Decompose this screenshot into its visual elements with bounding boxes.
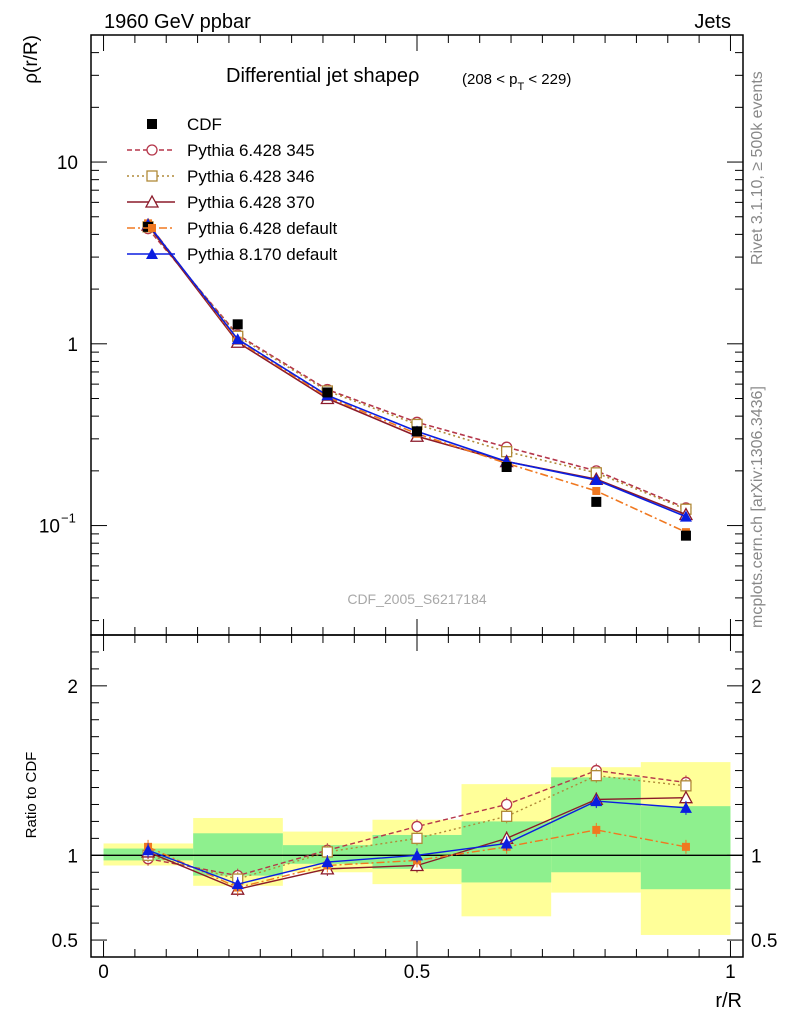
series-marker bbox=[590, 474, 603, 486]
ratio-series-marker bbox=[590, 770, 602, 782]
ratio-y-tick-label-right: 2 bbox=[751, 677, 762, 698]
ratio-series-marker bbox=[500, 810, 513, 822]
x-axis-label: r/R bbox=[715, 990, 742, 1012]
ratio-series-marker bbox=[142, 844, 155, 856]
legend-marker bbox=[146, 248, 158, 259]
series-marker bbox=[592, 486, 601, 495]
ratio-series-marker bbox=[679, 801, 692, 813]
series-line bbox=[147, 223, 687, 518]
ratio-series-marker bbox=[680, 780, 692, 792]
x-tick-label: 0.5 bbox=[404, 962, 430, 983]
data-point bbox=[412, 426, 422, 437]
legend-label: Pythia 6.428 default bbox=[187, 219, 338, 238]
side-label-rivet: Rivet 3.1.10, ≥ 500k events bbox=[749, 71, 766, 265]
ratio-series-marker bbox=[590, 795, 603, 807]
legend: CDF Pythia 6.428 345 Pythia 6.428 346 Pythi… bbox=[127, 115, 338, 264]
legend-label: Pythia 6.428 346 bbox=[187, 167, 315, 186]
y-tick-label: 1 bbox=[67, 335, 78, 356]
legend-marker bbox=[148, 224, 156, 232]
series-line bbox=[147, 226, 687, 510]
x-tick-label: 1 bbox=[725, 962, 736, 983]
data-point bbox=[680, 530, 691, 541]
legend-marker bbox=[146, 144, 158, 156]
header-right: Jets bbox=[694, 11, 731, 33]
y-tick-label: 10 bbox=[39, 517, 60, 538]
main-y-axis-label: ρ(r/R) bbox=[21, 35, 42, 84]
data-point bbox=[322, 387, 333, 398]
ratio-series-marker bbox=[411, 832, 423, 845]
ratio-series-marker bbox=[500, 837, 513, 849]
x-tick-label: 0 bbox=[98, 962, 109, 983]
ratio-y-axis-label: Ratio to CDF bbox=[23, 752, 40, 839]
ratio-y-tick-label-right: 0.5 bbox=[751, 931, 777, 952]
data-point bbox=[501, 462, 512, 473]
legend-label: CDF bbox=[187, 115, 222, 134]
side-label-mcplots: mcplots.cern.ch [arXiv:1306.3436] bbox=[749, 386, 766, 628]
ratio-series-marker bbox=[321, 856, 334, 868]
ratio-series-marker bbox=[681, 842, 690, 851]
series-line bbox=[147, 228, 687, 509]
header-left: 1960 GeV ppbar bbox=[104, 11, 251, 33]
data-point bbox=[591, 496, 602, 507]
series-marker bbox=[679, 510, 692, 522]
ratio-y-tick-label: 1 bbox=[67, 846, 78, 867]
watermark-analysis-id: CDF_2005_S6217184 bbox=[347, 591, 487, 607]
legend-label: Pythia 6.428 345 bbox=[187, 141, 315, 160]
main-title: Differential jet shapeρ bbox=[226, 65, 419, 87]
ratio-panel: 0.5 0.5 1 1 2 2 0 0.5 1 Ratio to CDF r/R bbox=[23, 634, 777, 1012]
series-line bbox=[147, 224, 687, 516]
legend-marker bbox=[147, 119, 157, 129]
ratio-series-marker bbox=[411, 820, 423, 833]
ratio-plot-frame bbox=[90, 634, 744, 958]
series-line bbox=[147, 222, 687, 533]
ratio-y-tick-label-right: 1 bbox=[751, 846, 762, 867]
legend-label: Pythia 6.428 370 bbox=[187, 193, 315, 212]
ratio-series-marker bbox=[411, 849, 423, 861]
ratio-y-tick-label: 0.5 bbox=[52, 931, 78, 952]
ratio-series-marker bbox=[500, 798, 513, 811]
uncertainty-band-inner bbox=[193, 833, 283, 876]
ratio-series-marker bbox=[231, 878, 244, 890]
legend-marker bbox=[146, 170, 158, 182]
legend-marker bbox=[144, 194, 160, 208]
ratio-series-marker bbox=[592, 825, 601, 834]
y-tick-label: 10 bbox=[57, 153, 78, 174]
main-title-range: (208 < pT < 229) bbox=[462, 71, 571, 93]
y-tick-label-exponent: −1 bbox=[61, 511, 76, 526]
ratio-y-tick-label: 2 bbox=[67, 677, 78, 698]
data-point bbox=[232, 319, 243, 330]
series-marker bbox=[231, 333, 244, 345]
legend-label: Pythia 8.170 default bbox=[187, 245, 338, 264]
